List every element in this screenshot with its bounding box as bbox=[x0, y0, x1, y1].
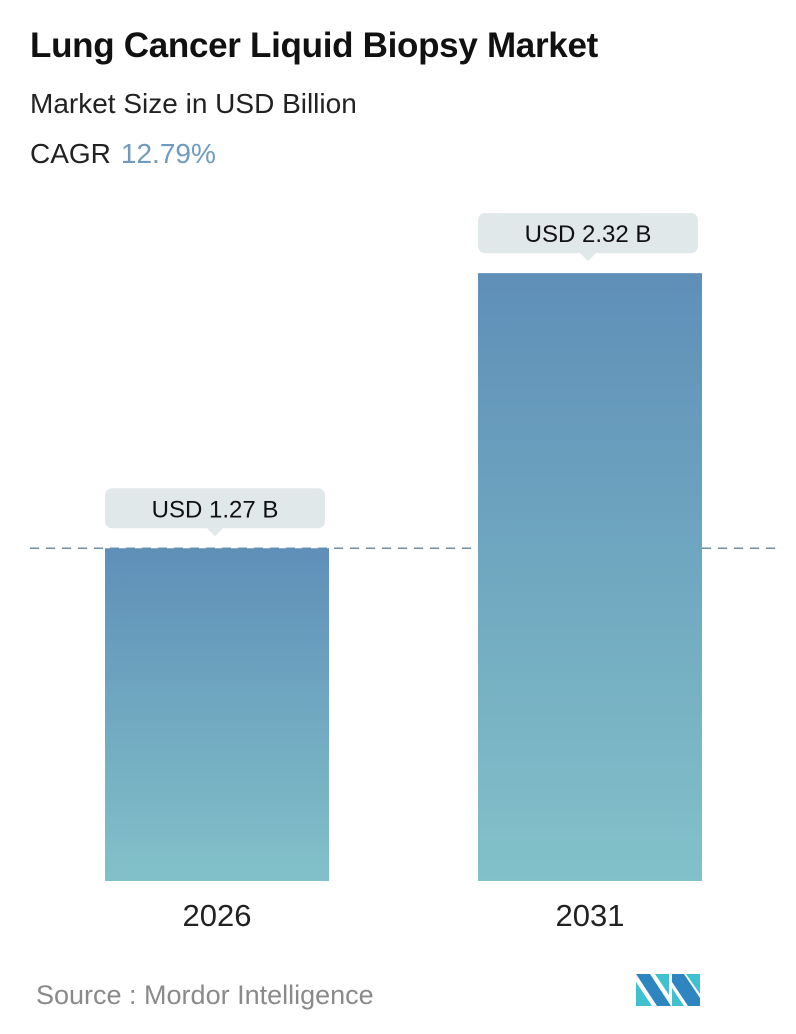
data-label-pointer bbox=[580, 253, 596, 262]
data-label: USD 1.27 B bbox=[152, 496, 279, 523]
data-label: USD 2.32 B bbox=[525, 221, 652, 248]
data-label-pointer bbox=[207, 528, 223, 537]
data-label-box bbox=[478, 213, 698, 254]
chart-title: Lung Cancer Liquid Biopsy Market bbox=[30, 26, 598, 65]
data-label-box bbox=[105, 488, 325, 529]
cagr-value: 12.79% bbox=[120, 138, 216, 169]
x-tick-label: 2031 bbox=[556, 898, 625, 933]
source-text: Source : Mordor Intelligence bbox=[36, 980, 374, 1010]
x-tick-label: 2026 bbox=[183, 898, 252, 933]
bar-2031 bbox=[478, 273, 702, 881]
chart-subtitle: Market Size in USD Billion bbox=[30, 88, 357, 119]
cagr-label: CAGR bbox=[30, 138, 111, 169]
bar-2026 bbox=[105, 548, 329, 881]
cagr: CAGR 12.79% bbox=[30, 138, 216, 170]
